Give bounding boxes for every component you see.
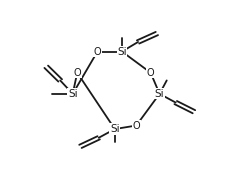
Text: Si: Si [110, 124, 120, 134]
Text: Si: Si [155, 89, 164, 99]
Text: O: O [94, 46, 101, 57]
Text: Si: Si [68, 89, 78, 99]
Text: O: O [147, 68, 155, 78]
Text: Si: Si [117, 46, 127, 57]
Text: O: O [73, 68, 81, 78]
Text: O: O [132, 121, 140, 130]
